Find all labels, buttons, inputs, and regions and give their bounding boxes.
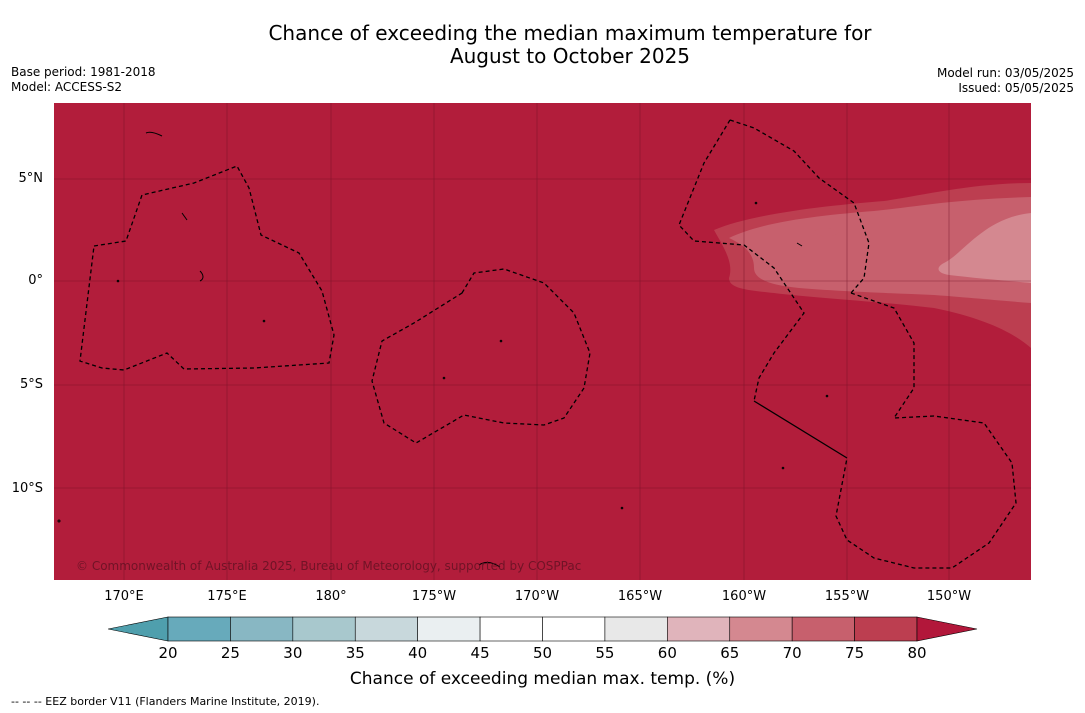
colorbar-tick-label: 65: [720, 644, 740, 662]
colorbar-cell: [542, 616, 606, 642]
colorbar-cell: [791, 616, 855, 642]
eez-kiribati-phoenix: [371, 268, 591, 444]
colorbar-cells: [167, 616, 918, 642]
colorbar-tick-label: 45: [470, 644, 490, 662]
island: [57, 519, 61, 523]
island: [499, 339, 503, 343]
colorbar-tick-label: 75: [845, 644, 865, 662]
island: [116, 279, 120, 283]
map-area: [54, 103, 1031, 580]
island: [796, 242, 803, 247]
colorbar-svg: [107, 616, 978, 642]
colorbar-tick-label: 35: [345, 644, 365, 662]
eez-legend-footer: -- -- -- EEZ border V11 (Flanders Marine…: [11, 695, 320, 708]
eez-kiribati-line-west: [678, 119, 805, 402]
copyright-credit: © Commonwealth of Australia 2025, Bureau…: [76, 559, 582, 573]
anomaly-zone-65: [938, 213, 1031, 283]
colorbar-tick-label: 40: [408, 644, 428, 662]
colorbar-tick-label: 30: [283, 644, 303, 662]
meta-left: Base period: 1981-2018 Model: ACCESS-S2: [11, 65, 156, 95]
eez-kiribati-line-north: [729, 119, 870, 294]
eez-borders: [79, 119, 1017, 569]
map-title: Chance of exceeding the median maximum t…: [0, 22, 1085, 68]
islands: [57, 131, 829, 568]
lon-label-175w: 175°W: [411, 589, 457, 604]
lat-label-10s: 10°S: [11, 481, 43, 496]
lon-label-160w: 160°W: [721, 589, 767, 604]
lon-label-180: 180°: [315, 589, 347, 604]
lat-label-0: 0°: [28, 273, 43, 288]
base-period: Base period: 1981-2018: [11, 65, 156, 79]
model-run: Model run: 03/05/2025: [936, 66, 1074, 80]
eez-kiribati-line-east: [835, 292, 1017, 569]
island: [825, 394, 829, 398]
colorbar-cell: [479, 616, 543, 642]
island: [145, 131, 163, 137]
map-svg: [54, 103, 1031, 580]
colorbar-high-extend: [916, 616, 978, 642]
anomaly-zone-70-inner: [814, 228, 839, 237]
colorbar-tick-label: 20: [158, 644, 178, 662]
lat-label-5n: 5°N: [18, 171, 44, 186]
anomaly-zone-70: [729, 197, 1031, 303]
colorbar-cell: [230, 616, 294, 642]
colorbar-tick-label: 60: [657, 644, 677, 662]
eez-boundary-diagonal: [753, 400, 848, 459]
lon-label-170w: 170°W: [514, 589, 560, 604]
colorbar-cell: [854, 616, 918, 642]
lon-label-155w: 155°W: [824, 589, 870, 604]
issued-date: Issued: 05/05/2025: [958, 81, 1074, 95]
colorbar-tick-label: 25: [220, 644, 240, 662]
colorbar-title: Chance of exceeding median max. temp. (%…: [349, 669, 736, 689]
colorbar-low-extend: [107, 616, 169, 642]
model-name: Model: ACCESS-S2: [11, 80, 123, 94]
title-line-2: August to October 2025: [449, 44, 691, 68]
colorbar-tick-label: 55: [595, 644, 615, 662]
lon-label-170e: 170°E: [104, 589, 144, 604]
island: [781, 466, 785, 470]
colorbar-cell: [604, 616, 668, 642]
lon-label-175e: 175°E: [207, 589, 247, 604]
island: [199, 270, 204, 282]
meta-right: Model run: 03/05/2025 Issued: 05/05/2025: [937, 66, 1074, 96]
lon-label-150w: 150°W: [926, 589, 972, 604]
colorbar-cell: [667, 616, 731, 642]
island: [262, 319, 266, 323]
lon-label-165w: 165°W: [617, 589, 663, 604]
colorbar: [107, 616, 978, 642]
island: [181, 212, 188, 221]
grid-lines: [54, 103, 1031, 580]
island: [442, 376, 446, 380]
colorbar-tick-label: 70: [782, 644, 802, 662]
colorbar-tick-label: 50: [532, 644, 553, 662]
colorbar-tick-label: 80: [907, 644, 927, 662]
title-line-1: Chance of exceeding the median maximum t…: [268, 21, 872, 45]
island: [754, 201, 758, 205]
lat-label-5s: 5°S: [19, 377, 43, 392]
colorbar-cell: [167, 616, 231, 642]
island: [478, 561, 501, 568]
eez-kiribati-gilbert: [79, 165, 335, 371]
colorbar-cell: [417, 616, 481, 642]
colorbar-cell: [729, 616, 793, 642]
island: [620, 506, 624, 510]
colorbar-cell: [354, 616, 418, 642]
colorbar-cell: [292, 616, 356, 642]
